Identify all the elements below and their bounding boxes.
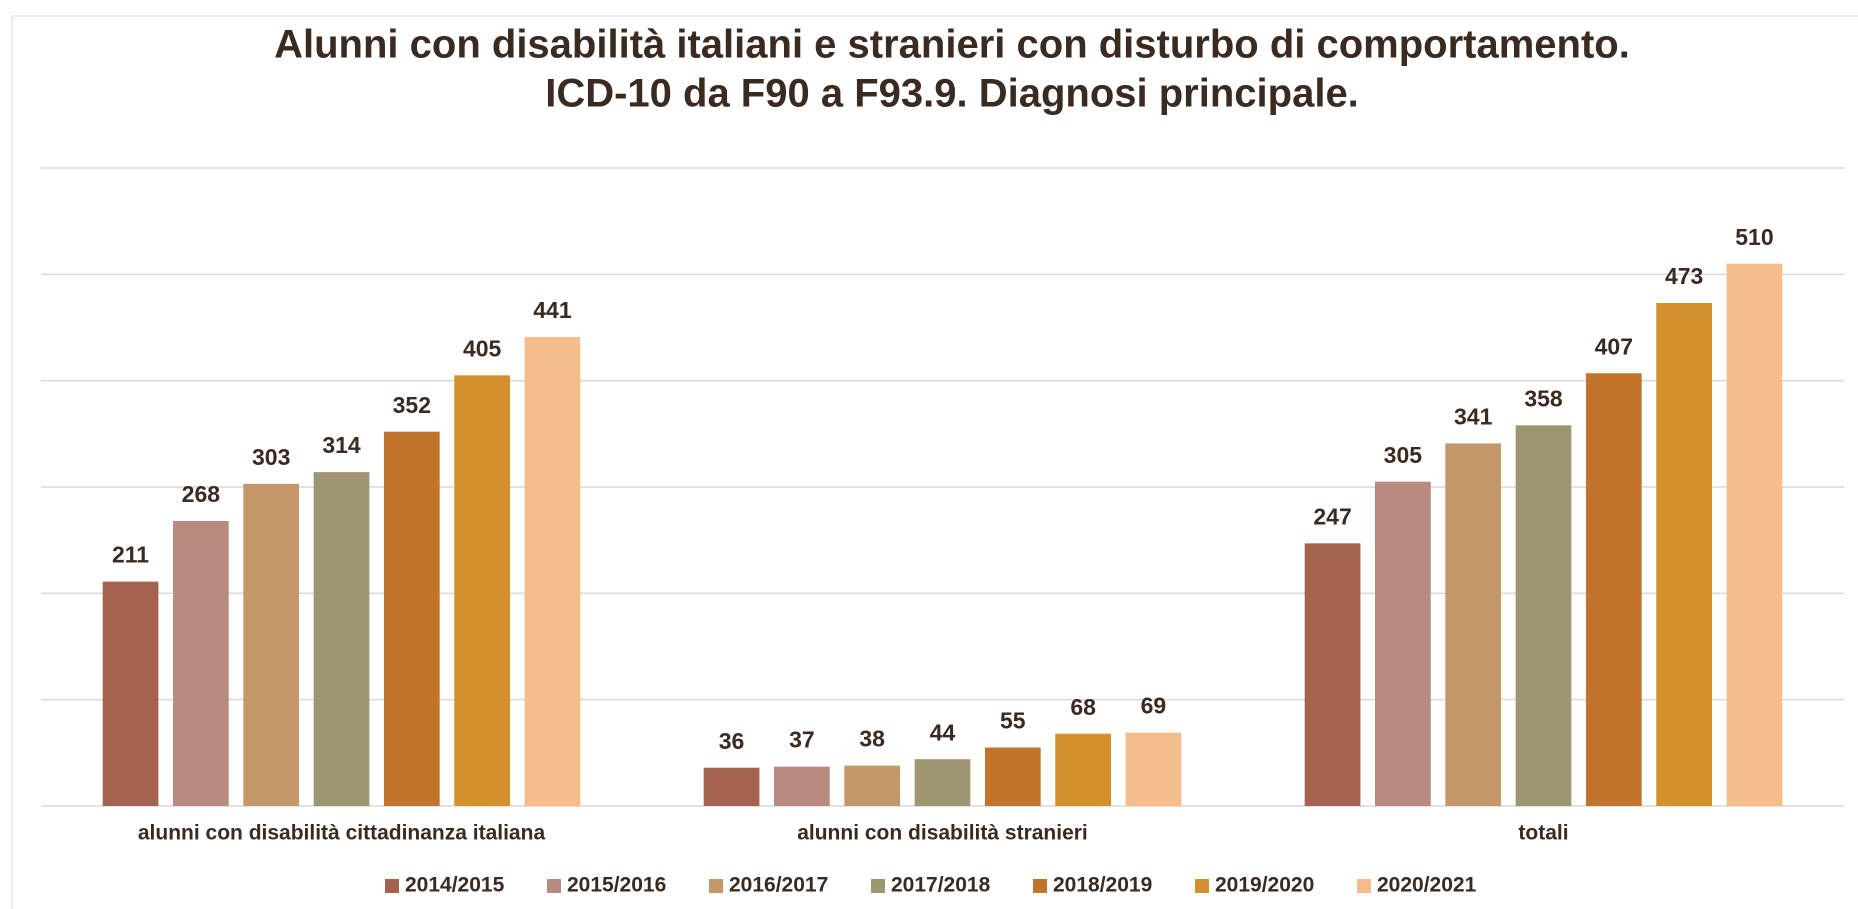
bar — [1304, 543, 1361, 806]
data-label: 352 — [393, 392, 431, 418]
data-label: 37 — [789, 727, 815, 753]
data-label: 38 — [859, 726, 885, 752]
bar — [774, 766, 830, 806]
data-label: 510 — [1735, 224, 1773, 250]
x-tick-label: alunni con disabilità cittadinanza itali… — [138, 822, 546, 845]
bar — [703, 767, 760, 806]
bar — [524, 337, 581, 806]
legend-label: 2015/2016 — [567, 874, 666, 897]
legend-swatch — [1033, 879, 1047, 893]
chart-title: Alunni con disabilità italiani e stranie… — [274, 23, 1630, 67]
legend-swatch — [1357, 879, 1371, 893]
legend-swatch — [871, 879, 885, 893]
data-label: 69 — [1141, 693, 1167, 719]
bar — [1726, 263, 1783, 806]
data-label: 68 — [1070, 694, 1096, 720]
bar — [1055, 733, 1111, 806]
data-label: 314 — [322, 432, 361, 458]
bar — [243, 483, 300, 806]
bar — [984, 747, 1041, 806]
data-label: 441 — [533, 297, 572, 323]
bar — [1445, 443, 1502, 806]
legend-label: 2017/2018 — [891, 874, 991, 897]
bar — [1515, 425, 1572, 806]
bar — [1585, 373, 1642, 806]
legend-label: 2016/2017 — [729, 874, 828, 897]
bar — [383, 431, 440, 806]
legend-label: 2020/2021 — [1377, 874, 1477, 897]
data-label: 407 — [1595, 333, 1633, 359]
bar — [454, 375, 510, 806]
legend-swatch — [385, 879, 399, 893]
data-label: 305 — [1384, 442, 1423, 468]
legend-swatch — [709, 879, 723, 893]
legend-swatch — [1195, 879, 1209, 893]
bar — [173, 521, 229, 806]
legend-label: 2019/2020 — [1215, 874, 1314, 897]
x-tick-label: alunni con disabilità stranieri — [797, 822, 1088, 845]
bar — [1375, 481, 1431, 806]
data-label: 405 — [463, 335, 502, 361]
data-label: 358 — [1524, 385, 1563, 411]
data-label: 55 — [1000, 708, 1026, 734]
data-label: 341 — [1454, 403, 1493, 429]
data-label: 44 — [930, 719, 956, 745]
bar — [313, 472, 370, 806]
legend-label: 2014/2015 — [405, 874, 505, 897]
data-label: 211 — [112, 542, 149, 568]
chart-border — [11, 15, 1858, 909]
data-label: 473 — [1665, 263, 1703, 289]
data-label: 303 — [252, 444, 290, 470]
data-label: 268 — [182, 481, 221, 507]
x-tick-label: totali — [1518, 822, 1568, 845]
data-label: 36 — [719, 728, 745, 754]
data-label: 247 — [1313, 503, 1351, 529]
bar — [1656, 303, 1712, 806]
chart-title: ICD-10 da F90 a F93.9. Diagnosi principa… — [545, 72, 1359, 116]
legend-label: 2018/2019 — [1053, 874, 1152, 897]
bar — [844, 765, 901, 806]
bar — [102, 581, 159, 806]
legend-swatch — [547, 879, 561, 893]
bar — [914, 759, 971, 806]
bar — [1125, 732, 1182, 806]
